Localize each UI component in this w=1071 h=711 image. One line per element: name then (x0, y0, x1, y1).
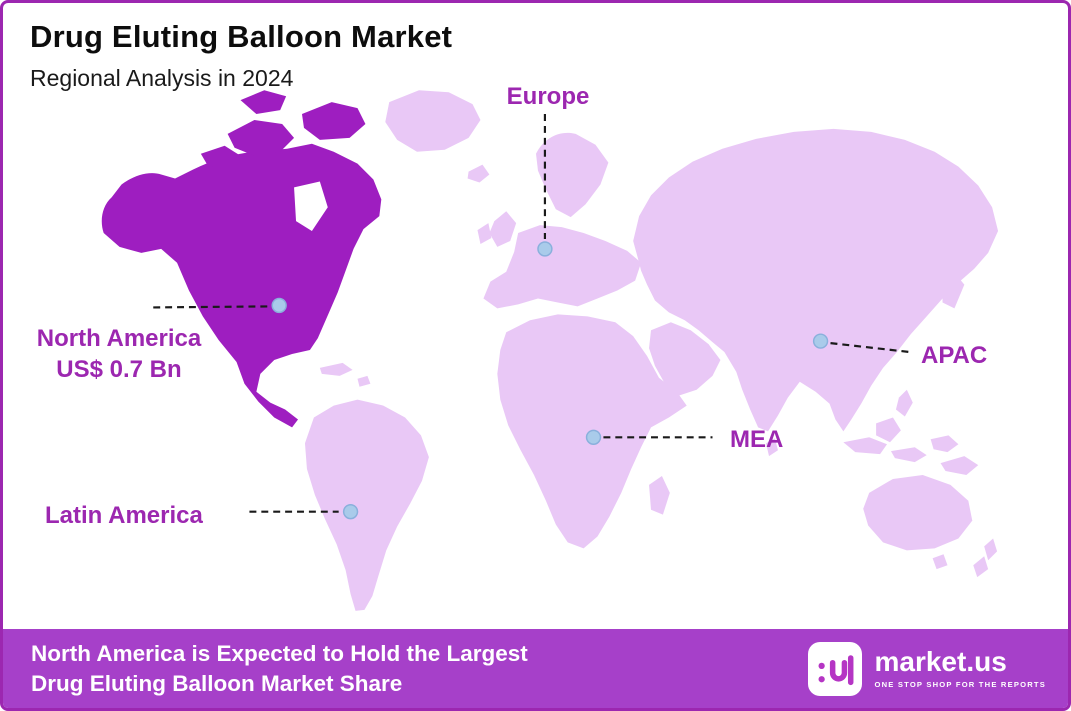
north-america-label-name: North America (36, 325, 202, 352)
banner-line-2: Drug Eluting Balloon Market Share (31, 670, 403, 696)
north-america-label-value: US$ 0.7 Bn (56, 355, 182, 383)
map-region-iceland (467, 164, 490, 183)
marketus-logo-icon (818, 654, 854, 685)
map-region-borneo (876, 417, 901, 443)
map-region-japan (942, 272, 965, 309)
map-region-madagascar (649, 475, 670, 515)
mea-marker-dot (585, 429, 602, 445)
page-title: Drug Eluting Balloon Market (30, 19, 453, 54)
map-region-java (890, 447, 927, 463)
map-region-sumatra (843, 437, 888, 455)
marketus-logo-text: market.us ONE STOP SHOP FOR THE REPORTS (874, 646, 1046, 690)
europe-marker-dot (537, 241, 553, 257)
map-region-sulawesi (930, 435, 959, 453)
map-region-ireland (477, 223, 492, 244)
map-region-arctic-island-3 (240, 90, 287, 115)
latin-america-label: Latin America (45, 502, 203, 529)
map-region-arctic-island-1 (227, 120, 295, 156)
map-region-new-guinea (940, 456, 979, 475)
marketus-logo-box (808, 641, 863, 696)
map-region-scandinavia (535, 132, 609, 218)
marketus-logo-name: market.us (874, 646, 1007, 677)
map-region-arabia (649, 322, 721, 396)
map-region-new-zealand-south (973, 556, 989, 578)
map-region-sri-lanka (766, 438, 778, 457)
page-subtitle: Regional Analysis in 2024 (30, 65, 294, 91)
north-america-label: North America US$ 0.7 Bn (23, 324, 215, 385)
bottom-banner: North America is Expected to Hold the La… (3, 629, 1068, 708)
callout-lines (153, 114, 910, 513)
map-region-south-america (304, 399, 429, 611)
map-region-australia (863, 474, 973, 551)
map-region-arctic-island-4 (200, 145, 241, 170)
logo-strokes (830, 654, 854, 685)
map-region-tasmania (932, 554, 948, 570)
logo-dots (818, 662, 826, 682)
north-america-marker-dot (271, 297, 287, 314)
apac-marker-dot (812, 333, 829, 349)
map-region-uk (489, 211, 517, 247)
marketus-logo-tagline: ONE STOP SHOP FOR THE REPORTS (874, 680, 1046, 689)
map-region-europe-mainland (483, 225, 642, 309)
world-map (101, 90, 999, 611)
apac-label: APAC (921, 342, 988, 369)
header: Drug Eluting Balloon Market Regional Ana… (30, 19, 452, 92)
mea-label: MEA (730, 426, 784, 453)
region-markers (271, 241, 829, 520)
banner-text: North America is Expected to Hold the La… (3, 639, 528, 698)
banner-line-1: North America is Expected to Hold the La… (31, 640, 528, 666)
map-region-greenland (385, 90, 481, 152)
map-region-asia (633, 128, 999, 432)
regions-north-america-highlight (101, 90, 382, 428)
apac-callout-line (830, 342, 910, 354)
map-region-north-america-mainland (101, 143, 382, 428)
map-region-arctic-island-2 (301, 102, 366, 140)
latin-america-marker-dot (342, 503, 359, 520)
map-region-cuba (319, 362, 353, 376)
map-region-philippines (895, 389, 913, 417)
europe-label: Europe (506, 83, 590, 110)
marketus-logo: market.us ONE STOP SHOP FOR THE REPORTS (808, 641, 1046, 696)
map-region-hispaniola (357, 375, 371, 387)
map-region-new-zealand-north (984, 538, 998, 561)
